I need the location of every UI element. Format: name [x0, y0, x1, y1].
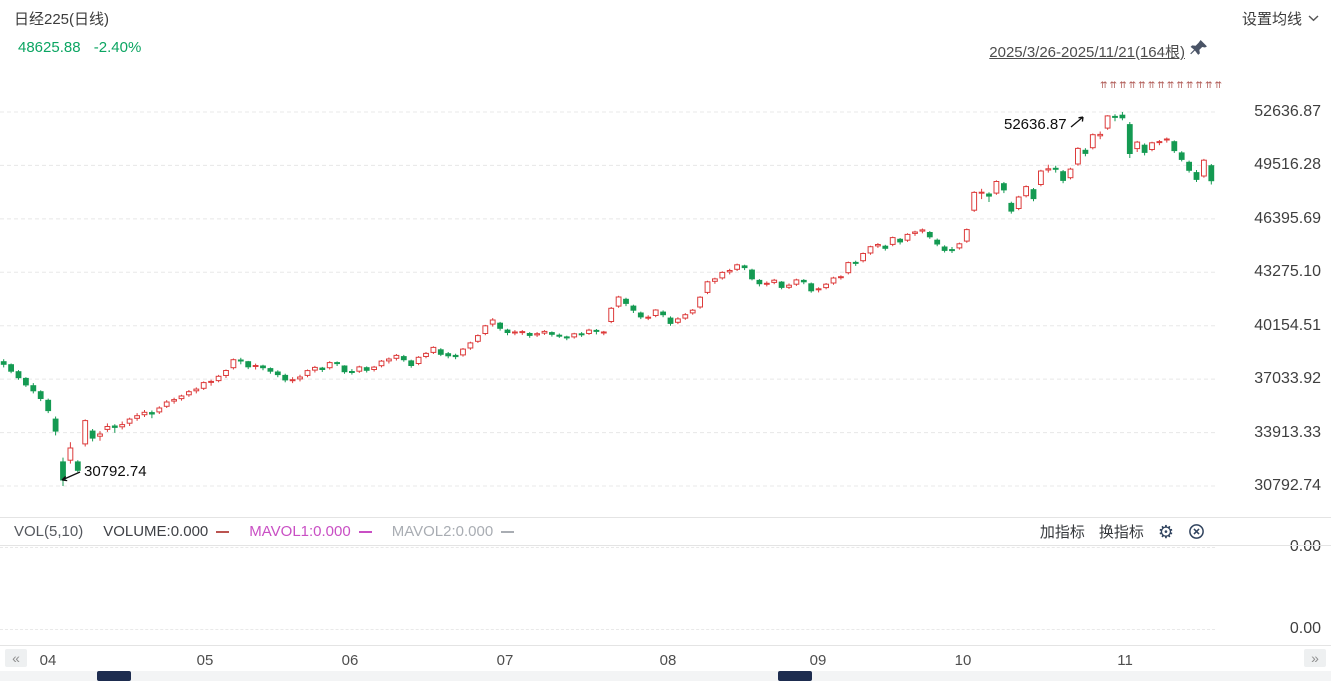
mavol2-legend-item: MAVOL2:0.000 [392, 523, 515, 540]
mavol1-line-swatch [358, 531, 372, 534]
scrollbar-thumb-left[interactable] [97, 671, 131, 681]
volume-legend-item: VOLUME:0.000 [103, 523, 230, 540]
x-axis-label-month: 04 [39, 652, 57, 669]
event-markers: ⇈⇈⇈⇈⇈⇈⇈⇈⇈⇈⇈⇈⇈ [1100, 80, 1225, 90]
quote: 48625.88 -2.40% [18, 39, 141, 56]
axis-divider [0, 645, 1331, 646]
high-price-annotation: 52636.87 [1004, 116, 1087, 133]
volume-panel-header: VOL(5,10) VOLUME:0.000 MAVOL1:0.000 MAVO… [0, 518, 1215, 545]
price-axis-label: 46395.69 [1254, 209, 1321, 227]
price-axis: 52636.87 49516.28 46395.69 43275.10 40154.51… [1219, 0, 1327, 681]
price-axis-label: 30792.74 [1254, 477, 1321, 494]
panel-divider [0, 545, 1331, 546]
volume-panel-actions: 加指标 换指标 ⚙ [1040, 521, 1205, 542]
date-range-link[interactable]: 2025/3/26-2025/11/21(164根) [989, 44, 1185, 61]
add-indicator-button[interactable]: 加指标 [1040, 521, 1085, 542]
chevron-down-icon [1308, 15, 1319, 22]
price-axis-label: 33913.33 [1254, 423, 1321, 441]
volume-axis-label: 0.00 [1289, 620, 1321, 637]
settings-gear-icon[interactable]: ⚙ [1157, 521, 1174, 542]
vol-indicator-label[interactable]: VOL(5,10) [14, 523, 84, 540]
price-axis-label: 43275.10 [1254, 263, 1321, 281]
candlestick-svg [0, 111, 1215, 487]
volume-axis-label: 0.00 [1289, 538, 1321, 555]
pin-icon[interactable] [1189, 39, 1208, 58]
switch-indicator-button[interactable]: 换指标 [1099, 521, 1144, 542]
price-axis-label: 37033.92 [1254, 370, 1321, 388]
x-axis-label-month: 05 [196, 652, 214, 669]
mavol2-line-swatch [501, 531, 515, 534]
x-axis-label-month: 07 [496, 652, 514, 669]
x-axis-label-month: 11 [1117, 652, 1133, 669]
scroll-left-button[interactable]: « [5, 649, 27, 667]
x-axis-label-month: 08 [659, 652, 677, 669]
price-axis-label: 49516.28 [1254, 156, 1321, 174]
close-panel-icon[interactable] [1188, 523, 1205, 540]
price-chart[interactable]: ⇈⇈⇈⇈⇈⇈⇈⇈⇈⇈⇈⇈⇈ 52636.87 30792.74 [0, 75, 1222, 516]
volume-gridline [0, 547, 1215, 548]
last-price: 48625.88 [18, 39, 81, 56]
arrow-up-right-icon [1070, 116, 1084, 128]
low-price-label: 30792.74 [84, 463, 147, 480]
scrollbar-thumb-right[interactable] [778, 671, 812, 681]
price-axis-label: 40154.51 [1254, 316, 1321, 334]
panel-divider [0, 517, 1331, 518]
x-axis-label-month: 10 [954, 652, 972, 669]
volume-gridline [0, 629, 1215, 630]
scrollbar[interactable] [0, 671, 1331, 681]
x-axis-label-month: 09 [809, 652, 827, 669]
arrow-down-left-icon [61, 471, 81, 482]
x-axis: 04 05 06 07 08 09 10 11 [0, 645, 1215, 671]
volume-legend: VOL(5,10) VOLUME:0.000 MAVOL1:0.000 MAVO… [14, 523, 515, 540]
volume-chart[interactable] [0, 546, 1215, 645]
low-price-annotation: 30792.74 [58, 463, 147, 483]
ma-settings-button[interactable]: 设置均线 [1242, 8, 1319, 29]
high-price-label: 52636.87 [1004, 116, 1067, 133]
mavol1-legend-item: MAVOL1:0.000 [249, 523, 372, 540]
price-axis-label: 52636.87 [1254, 103, 1321, 120]
change-percent: -2.40% [93, 39, 142, 56]
scroll-right-button[interactable]: » [1304, 649, 1326, 667]
volume-line-swatch [216, 531, 230, 534]
x-axis-label-month: 06 [341, 652, 359, 669]
symbol-title: 日经225(日线) [14, 11, 110, 28]
ma-settings-label: 设置均线 [1241, 11, 1302, 28]
